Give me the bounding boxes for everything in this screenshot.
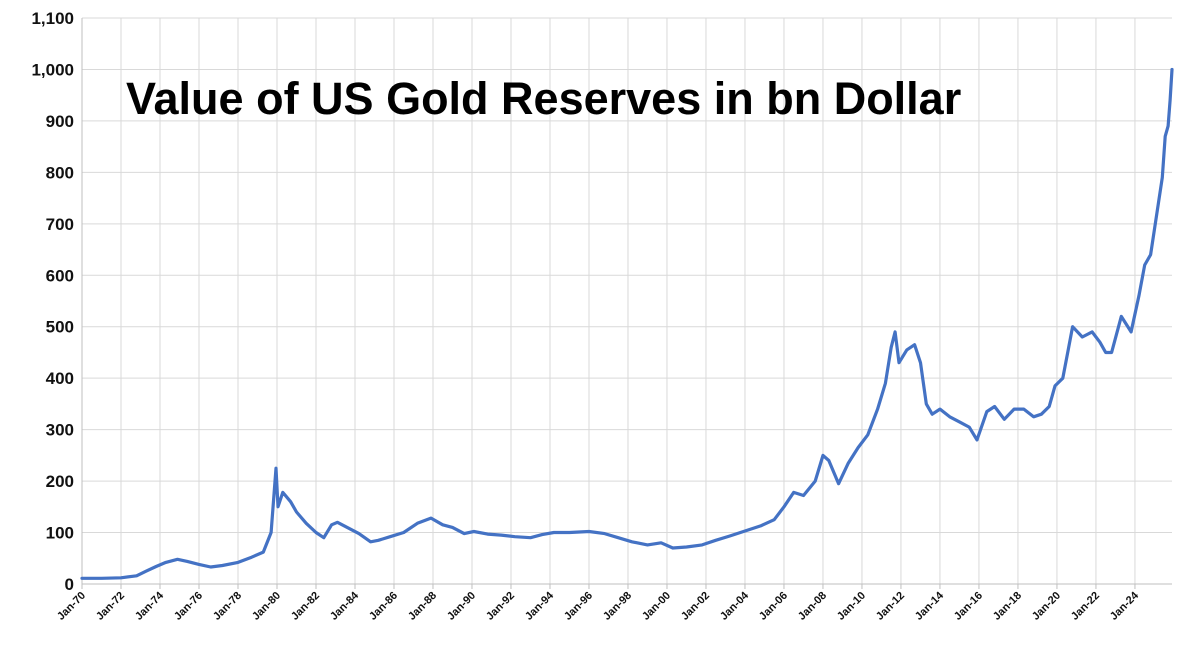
x-tick-label: Jan-70 xyxy=(55,590,88,623)
y-tick-label: 100 xyxy=(46,524,74,543)
x-tick-label: Jan-98 xyxy=(601,590,634,623)
x-tick-label: Jan-14 xyxy=(913,589,947,623)
series-layer xyxy=(80,67,1174,580)
y-tick-label: 1,000 xyxy=(31,60,74,79)
x-tick-label: Jan-08 xyxy=(796,590,829,623)
x-tick-label: Jan-86 xyxy=(367,590,400,623)
x-tick-label: Jan-12 xyxy=(874,590,907,623)
x-tick-label: Jan-72 xyxy=(94,590,127,623)
x-tick-label: Jan-22 xyxy=(1069,590,1102,623)
y-tick-label: 900 xyxy=(46,112,74,131)
x-tick-label: Jan-92 xyxy=(484,590,517,623)
x-axis-ticks: Jan-70 Jan-72 Jan-74 Jan-76 Jan-78 Jan-80 Jan-… xyxy=(55,589,1142,623)
x-tick-label: Jan-78 xyxy=(211,590,244,623)
x-tick-label: Jan-84 xyxy=(328,589,362,623)
y-tick-label: 400 xyxy=(46,369,74,388)
y-tick-label: 700 xyxy=(46,215,74,234)
chart-title: Value of US Gold Reserves in bn Dollar xyxy=(126,73,961,124)
y-tick-label: 500 xyxy=(46,318,74,337)
x-tick-label: Jan-00 xyxy=(640,590,673,623)
x-tick-label: Jan-06 xyxy=(757,590,790,623)
x-tick-label: Jan-10 xyxy=(835,590,868,623)
x-tick-label: Jan-90 xyxy=(445,590,478,623)
x-tick-label: Jan-80 xyxy=(250,590,283,623)
x-tick-label: Jan-74 xyxy=(133,589,167,623)
y-tick-label: 0 xyxy=(65,575,74,594)
y-axis-ticks: 0 100 200 300 400 500 600 700 800 900 1,000 1,100 xyxy=(31,9,74,594)
y-tick-label: 200 xyxy=(46,472,74,491)
x-tick-label: Jan-24 xyxy=(1108,589,1142,623)
x-tick-label: Jan-16 xyxy=(952,590,985,623)
axes xyxy=(81,18,1172,589)
x-tick-label: Jan-04 xyxy=(718,589,752,623)
series-line-gold-reserves xyxy=(80,67,1174,580)
x-tick-label: Jan-88 xyxy=(406,590,439,623)
y-tick-label: 300 xyxy=(46,421,74,440)
y-tick-label: 600 xyxy=(46,266,74,285)
x-tick-label: Jan-02 xyxy=(679,590,712,623)
x-tick-label: Jan-96 xyxy=(562,590,595,623)
x-tick-label: Jan-82 xyxy=(289,590,322,623)
y-tick-label: 800 xyxy=(46,163,74,182)
x-tick-label: Jan-20 xyxy=(1030,590,1063,623)
x-tick-label: Jan-18 xyxy=(991,590,1024,623)
x-tick-label: Jan-94 xyxy=(523,589,557,623)
x-tick-label: Jan-76 xyxy=(172,590,205,623)
y-tick-label: 1,100 xyxy=(31,9,74,28)
